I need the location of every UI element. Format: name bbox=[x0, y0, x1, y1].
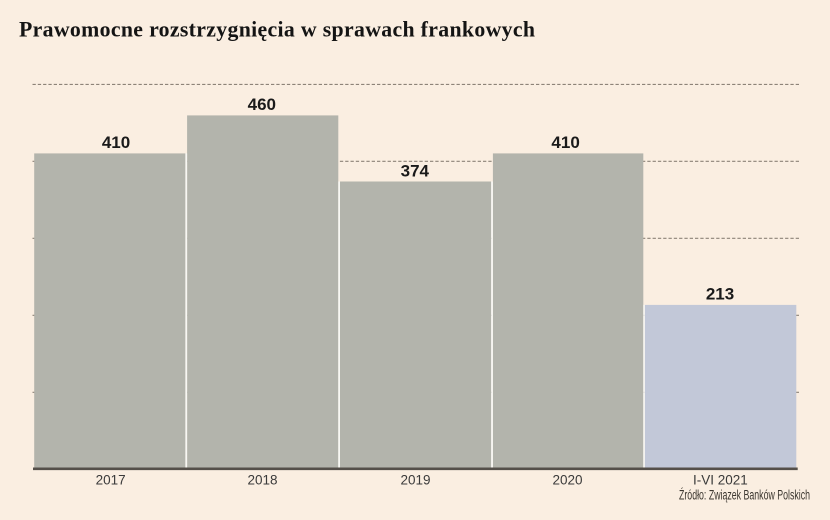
svg-text:460: 460 bbox=[248, 95, 276, 114]
svg-text:2017: 2017 bbox=[96, 473, 126, 488]
svg-text:Źródło: Związek Banków Polskic: Źródło: Związek Banków Polskich bbox=[679, 488, 810, 503]
svg-text:410: 410 bbox=[551, 133, 579, 152]
svg-text:2020: 2020 bbox=[552, 473, 582, 488]
svg-text:374: 374 bbox=[401, 161, 430, 180]
svg-text:2019: 2019 bbox=[400, 473, 430, 488]
svg-text:I-VI 2021: I-VI 2021 bbox=[693, 473, 748, 488]
svg-text:2018: 2018 bbox=[247, 473, 277, 488]
svg-text:410: 410 bbox=[102, 133, 130, 152]
svg-text:213: 213 bbox=[706, 284, 734, 303]
svg-text:Prawomocne rozstrzygnięcia w s: Prawomocne rozstrzygnięcia w sprawach fr… bbox=[19, 18, 535, 42]
